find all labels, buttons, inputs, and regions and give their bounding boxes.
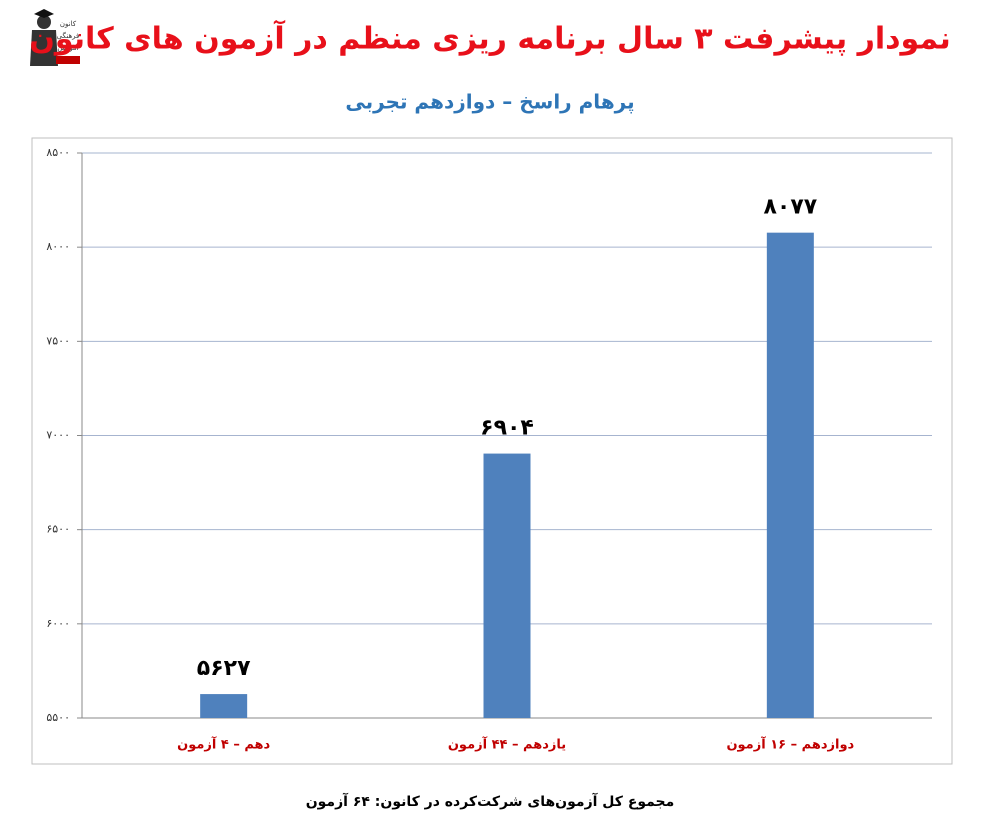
logo: کانون فرهنگی آموزش xyxy=(8,6,82,66)
logo-band xyxy=(56,56,80,64)
y-tick-label: ۵۵۰۰ xyxy=(46,711,70,724)
bar xyxy=(200,694,248,718)
logo-body xyxy=(30,30,58,66)
y-tick-label: ۶۰۰۰ xyxy=(46,617,70,630)
chart-title: نمودار پیشرفت ۳ سال برنامه ریزی منظم در … xyxy=(29,20,950,57)
x-tick-label: یازدهم – ۴۴ آزمون xyxy=(448,736,566,753)
footnote: مجموع کل آزمون‌های شرکت‌کرده در کانون: ۶… xyxy=(306,792,675,810)
logo-text: کانون xyxy=(60,20,77,28)
y-tick-label: ۷۰۰۰ xyxy=(46,429,70,442)
y-tick-label: ۸۰۰۰ xyxy=(46,240,70,253)
value-label: ۶۹۰۴ xyxy=(480,416,534,441)
y-tick-label: ۸۵۰۰ xyxy=(46,146,70,159)
bar xyxy=(766,232,814,719)
logo-text: فرهنگی xyxy=(57,31,80,40)
x-tick-label: دهم – ۴ آزمون xyxy=(177,736,270,753)
y-tick-label: ۶۵۰۰ xyxy=(46,523,70,536)
logo-cap xyxy=(34,9,54,18)
bar xyxy=(483,453,531,718)
logo-text: آموزش xyxy=(57,43,79,52)
y-tick-label: ۷۵۰۰ xyxy=(46,334,70,347)
chart-subtitle: پرهام راسخ – دوازدهم تجربی xyxy=(345,90,634,115)
logo-head xyxy=(37,15,51,29)
value-label: ۵۶۲۷ xyxy=(197,656,251,681)
x-tick-label: دوازدهم – ۱۶ آزمون xyxy=(726,736,854,753)
value-label: ۸۰۷۷ xyxy=(763,195,817,220)
chart-frame xyxy=(31,137,953,765)
